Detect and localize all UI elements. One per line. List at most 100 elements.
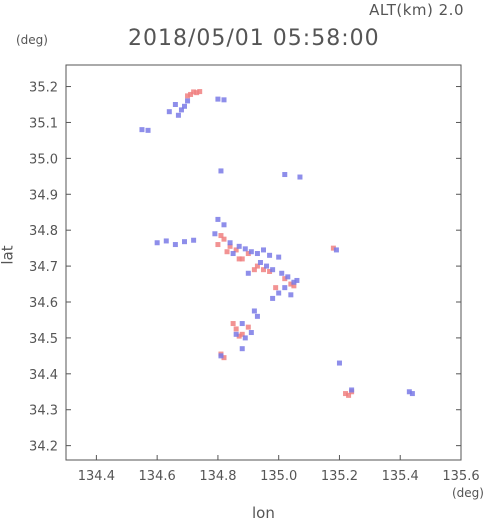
data-point <box>221 355 227 361</box>
data-point <box>239 256 245 262</box>
data-point <box>245 270 251 276</box>
data-point <box>282 276 288 282</box>
data-point <box>270 267 276 273</box>
data-point <box>230 321 236 327</box>
data-point <box>254 313 260 319</box>
y-axis-label: lat <box>0 245 17 265</box>
data-point <box>215 96 221 102</box>
y-tick-label: 35.0 <box>29 152 58 167</box>
data-point <box>276 290 282 296</box>
data-point <box>182 239 187 245</box>
data-point <box>254 263 260 269</box>
data-point <box>288 292 294 298</box>
data-point <box>261 267 266 273</box>
data-point <box>239 346 245 352</box>
data-point <box>221 236 227 242</box>
data-point <box>139 127 145 133</box>
data-point <box>218 353 224 359</box>
data-point <box>257 260 263 265</box>
data-point <box>239 321 245 327</box>
x-tick-label: 135.4 <box>382 469 419 484</box>
data-point <box>233 326 239 332</box>
data-point <box>224 249 230 255</box>
data-point <box>236 243 242 249</box>
data-point <box>227 243 233 249</box>
y-axis-unit: (deg) <box>16 33 48 47</box>
data-point <box>188 91 194 97</box>
y-tick-label: 34.7 <box>29 260 58 275</box>
data-point <box>215 216 221 222</box>
data-point <box>282 285 288 291</box>
data-point <box>185 93 191 99</box>
y-tick-label: 34.8 <box>29 224 58 239</box>
data-point <box>333 247 339 253</box>
data-point <box>166 109 172 115</box>
data-point <box>245 324 251 330</box>
data-point <box>230 251 236 257</box>
data-point <box>218 168 224 174</box>
data-point <box>218 233 224 239</box>
x-tick-label: 134.8 <box>199 469 236 484</box>
data-point <box>212 231 218 237</box>
data-point <box>191 89 197 95</box>
data-point <box>233 331 239 337</box>
data-point <box>191 237 197 243</box>
data-point <box>285 274 291 280</box>
x-tick-label: 134.4 <box>78 469 115 484</box>
data-point <box>236 256 242 262</box>
data-point <box>163 238 169 244</box>
data-point <box>330 245 336 251</box>
data-point <box>267 268 273 274</box>
x-axis-unit: (deg) <box>452 486 484 500</box>
data-point <box>297 174 303 180</box>
data-point <box>270 295 276 301</box>
data-point <box>236 333 242 339</box>
data-point <box>409 391 415 397</box>
data-point <box>343 391 349 397</box>
data-point <box>336 360 342 366</box>
plot-frame <box>65 64 462 461</box>
data-point <box>251 267 257 273</box>
data-point <box>282 172 288 178</box>
data-point <box>273 285 279 291</box>
altitude-label: ALT(km) 2.0 <box>369 1 464 19</box>
data-point <box>294 277 300 283</box>
data-point <box>227 240 233 246</box>
data-point <box>242 335 248 341</box>
x-tick-label: 135.2 <box>321 469 358 484</box>
data-point <box>254 251 260 257</box>
data-point <box>239 331 245 337</box>
x-tick-label: 135.6 <box>442 469 479 484</box>
data-point <box>221 222 227 228</box>
data-point <box>288 281 294 287</box>
data-point <box>185 98 191 104</box>
data-point <box>291 283 297 289</box>
x-axis-ticks: 134.4 134.6 134.8 135.0 135.2 135.4 135.6 <box>78 455 480 484</box>
data-point <box>279 270 285 276</box>
data-point <box>406 389 412 395</box>
data-point <box>194 90 200 96</box>
y-tick-label: 34.2 <box>29 440 58 455</box>
data-point <box>245 251 251 257</box>
data-point <box>215 242 221 248</box>
data-point <box>172 242 178 248</box>
x-tick-label: 135.0 <box>260 469 297 484</box>
data-point <box>264 263 270 269</box>
data-point <box>154 240 160 246</box>
data-point <box>172 102 178 107</box>
data-point <box>175 112 181 118</box>
y-tick-label: 35.2 <box>29 81 58 96</box>
y-tick-label: 34.3 <box>29 404 58 419</box>
data-points <box>139 89 415 398</box>
data-point <box>346 392 352 398</box>
data-point <box>251 308 257 314</box>
y-axis-ticks: 34.2 34.3 34.4 34.5 34.6 34.7 34.8 34.9 35.0 35.1… <box>29 81 461 455</box>
x-axis-label: lon <box>252 504 275 522</box>
data-point <box>276 254 282 260</box>
y-tick-label: 35.1 <box>29 116 58 131</box>
y-tick-label: 34.5 <box>29 332 58 347</box>
data-point <box>145 127 151 133</box>
data-point <box>261 247 266 253</box>
data-point <box>182 103 187 109</box>
data-point <box>267 252 273 258</box>
